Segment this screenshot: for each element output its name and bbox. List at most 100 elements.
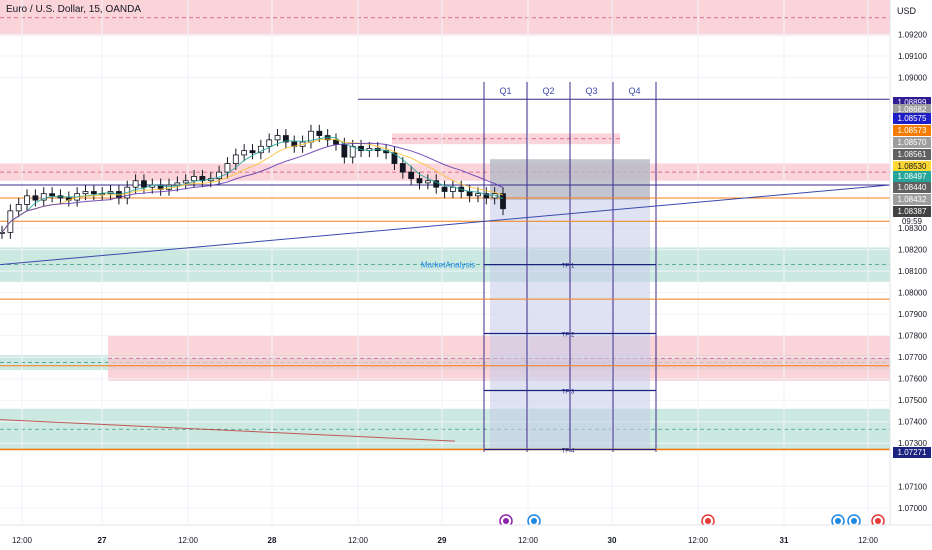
x-tick-0: 12:00 (12, 536, 33, 545)
candle-body-48 (399, 163, 406, 173)
candle-body-42 (349, 145, 356, 158)
market-analysis-label: MarketAnalysis (421, 261, 475, 270)
y-tick-14: 1.07100 (898, 482, 927, 491)
price-label-bg-1 (893, 104, 931, 115)
candle-body-0 (0, 231, 5, 234)
y-tick-9: 1.07700 (898, 353, 927, 362)
candle-body-4 (32, 195, 39, 201)
us-event-icon-2-dot (875, 518, 881, 524)
price-label-bg-3 (893, 125, 931, 136)
price-label-10: 1.08387 (898, 207, 927, 216)
price-label-3: 1.08573 (898, 126, 927, 135)
candle-body-21 (174, 182, 181, 186)
y-tick-7: 1.07900 (898, 310, 927, 319)
price-label-bg-5 (893, 149, 931, 160)
candle-body-27 (224, 163, 231, 173)
y-tick-0: 1.09200 (898, 30, 927, 39)
trend-line-red (0, 419, 456, 442)
quarter-label-1: Q2 (542, 86, 554, 96)
price-label-7: 1.08497 (898, 172, 927, 181)
price-label-1: 1.08682 (898, 105, 927, 114)
candle-body-5 (40, 193, 47, 201)
price-label-2: 1.08575 (898, 114, 927, 123)
price-label-bg-9 (893, 194, 931, 205)
price-label-bg-10 (893, 206, 931, 217)
lightning-event-icon-dot (503, 518, 509, 524)
trend-line (0, 184, 891, 266)
candle-body-28 (232, 154, 239, 164)
candle-body-47 (391, 152, 398, 164)
x-tick-3: 28 (268, 536, 277, 545)
price-label-8: 1.08440 (898, 183, 927, 192)
currency-badge[interactable]: USD (896, 6, 916, 16)
price-label-4: 1.08570 (898, 138, 927, 147)
candle-body-57 (475, 193, 481, 197)
candle-body-32 (266, 139, 273, 147)
candle-body-29 (241, 150, 248, 156)
y-axis-panel (890, 0, 932, 550)
x-tick-8: 12:00 (688, 536, 709, 545)
countdown-label: 09:59 (902, 217, 923, 226)
x-tick-5: 29 (438, 536, 447, 545)
candle-body-33 (274, 135, 281, 141)
y-tick-4: 1.08200 (898, 246, 927, 255)
y-tick-8: 1.07800 (898, 332, 927, 341)
candle-body-22 (182, 180, 189, 184)
y-tick-10: 1.07600 (898, 375, 927, 384)
x-tick-2: 12:00 (178, 536, 199, 545)
price-label-bg-7 (893, 171, 931, 182)
x-tick-1: 27 (98, 536, 107, 545)
candle-body-51 (424, 180, 431, 184)
price-label-bg-4 (893, 137, 931, 148)
y-tick-6: 1.08000 (898, 289, 927, 298)
candle-body-2 (15, 204, 22, 212)
target-label-3: TP 4 (562, 448, 575, 454)
candle-body-11 (90, 191, 97, 195)
candle-body-54 (449, 186, 456, 192)
us-event-icon-dot (705, 518, 711, 524)
y-tick-11: 1.07500 (898, 396, 927, 405)
candle-body-41 (341, 143, 348, 158)
x-tick-6: 12:00 (518, 536, 539, 545)
price-label-bg-8 (893, 182, 931, 193)
eu-event-icon-dot (531, 518, 537, 524)
candle-body-10 (82, 191, 89, 195)
price-label-bg-2 (893, 113, 931, 124)
candle-body-56 (466, 191, 473, 197)
moving-average-1 (1, 138, 504, 233)
target-label-0: TP 1 (562, 264, 575, 270)
price-label-11: 1.07271 (898, 448, 927, 457)
candle-body-24 (199, 176, 206, 182)
y-tick-15: 1.07000 (898, 504, 927, 513)
candle-body-6 (49, 193, 55, 197)
candle-body-53 (441, 186, 448, 192)
price-label-6: 1.08530 (898, 162, 927, 171)
price-label-bg-6 (893, 161, 931, 172)
quarter-label-0: Q1 (499, 86, 511, 96)
candle-body-50 (416, 178, 423, 184)
x-tick-9: 31 (780, 536, 789, 545)
candle-body-17 (141, 180, 147, 188)
moving-average-2 (1, 142, 504, 233)
y-tick-3: 1.08300 (898, 224, 927, 233)
price-label-bg-11 (893, 447, 931, 458)
eu-event-icon-3-dot (851, 518, 857, 524)
eu-event-icon-2-dot (835, 518, 841, 524)
candle-body-49 (408, 171, 415, 179)
x-tick-7: 30 (608, 536, 617, 545)
candle-body-38 (316, 130, 323, 136)
candle-body-30 (249, 150, 256, 154)
price-label-5: 1.08561 (898, 150, 927, 159)
overlay-layer: Q1 Q2 Q3 Q4 TP 1 TP 2 TP 3 TP 4 MarketAnalysis (421, 86, 885, 528)
symbol-title: Euro / U.S. Dollar, 15, OANDA (6, 4, 142, 15)
y-tick-1: 1.09100 (898, 52, 927, 61)
y-tick-2: 1.09000 (898, 73, 927, 82)
candle-body-60 (500, 193, 506, 210)
x-tick-10: 12:00 (858, 536, 879, 545)
candle-body-26 (216, 171, 223, 179)
price-label-9: 1.08432 (898, 195, 927, 204)
quarter-label-3: Q4 (628, 86, 640, 96)
